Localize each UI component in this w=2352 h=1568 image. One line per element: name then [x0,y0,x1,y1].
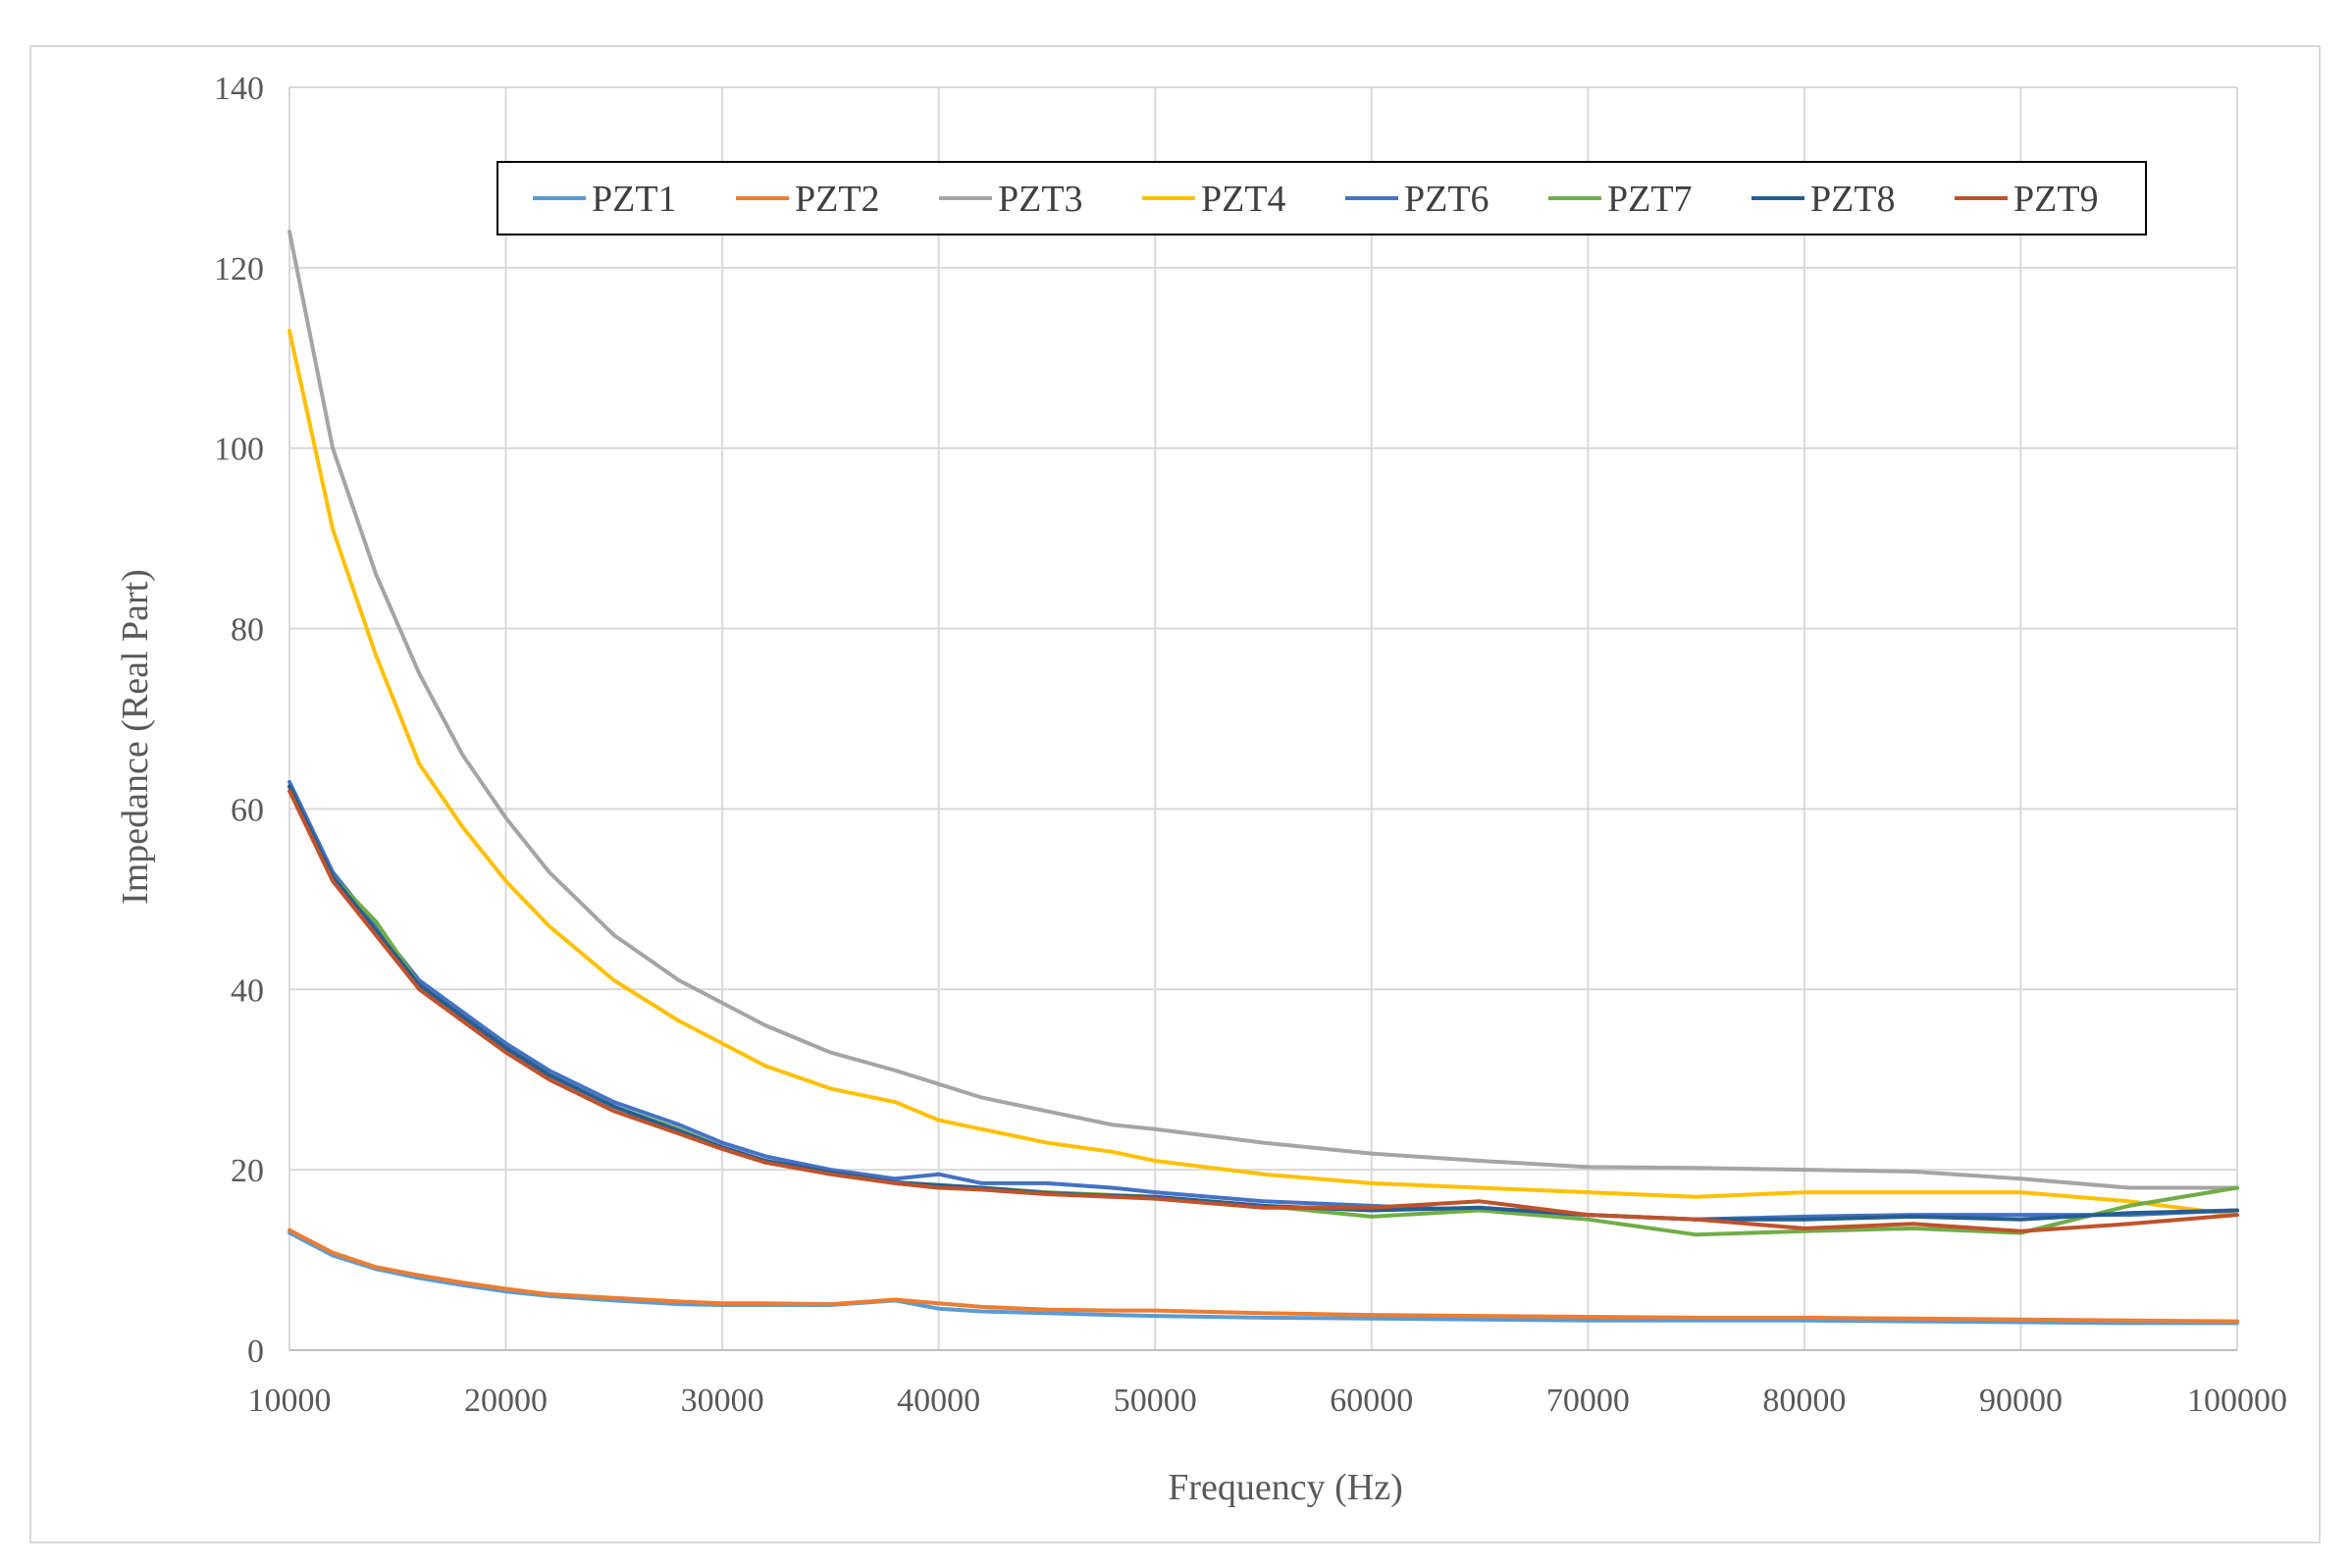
series-line-pzt2 [287,1228,2239,1324]
y-tick-label: 60 [231,792,264,828]
series-line-pzt3 [287,230,2239,1190]
x-tick-label: 50000 [1114,1383,1197,1419]
y-tick-label: 100 [214,432,264,468]
legend-label: PZT1 [592,179,677,220]
legend: PZT1 PZT2 PZT3 PZT4 PZT6 PZT7 PZT8 PZT9 [497,161,2147,235]
axes: 0 20 40 60 80 100 120 140 10000 20000 30000 40000 50… [214,71,2287,1419]
legend-label: PZT2 [795,179,880,220]
y-tick-label: 40 [231,972,264,1009]
series-lines [287,230,2239,1326]
y-tick-label: 20 [231,1153,264,1189]
series-line-pzt9 [287,789,2239,1233]
x-tick-label: 100000 [2187,1383,2287,1419]
legend-label: PZT8 [1810,179,1896,220]
series-line-pzt8 [287,784,2239,1222]
x-tick-label: 40000 [897,1383,980,1419]
x-tick-label: 10000 [248,1383,332,1419]
series-line-pzt7 [287,784,2239,1237]
x-tick-label: 20000 [464,1383,548,1419]
x-tick-label: 70000 [1546,1383,1630,1419]
x-axis-title: Frequency (Hz) [1168,1467,1403,1508]
series-line-pzt6 [287,779,2239,1222]
legend-label: PZT6 [1404,179,1490,220]
legend-label: PZT9 [2013,179,2099,220]
x-tick-label: 30000 [681,1383,764,1419]
x-tick-label: 90000 [1979,1383,2063,1419]
y-tick-label: 80 [231,612,264,649]
series-line-pzt4 [287,329,2239,1218]
y-tick-label: 0 [247,1333,264,1370]
legend-label: PZT7 [1607,179,1693,220]
legend-label: PZT3 [998,179,1083,220]
x-tick-label: 60000 [1330,1383,1413,1419]
x-tick-label: 80000 [1762,1383,1846,1419]
gridlines [288,86,2238,1351]
legend-label: PZT4 [1201,179,1286,220]
y-axis-title: Impedance (Real Part) [115,569,156,905]
y-tick-label: 140 [214,71,264,107]
chart-frame [29,45,2321,1543]
y-tick-label: 120 [214,251,264,287]
series-line-pzt1 [287,1230,2239,1326]
